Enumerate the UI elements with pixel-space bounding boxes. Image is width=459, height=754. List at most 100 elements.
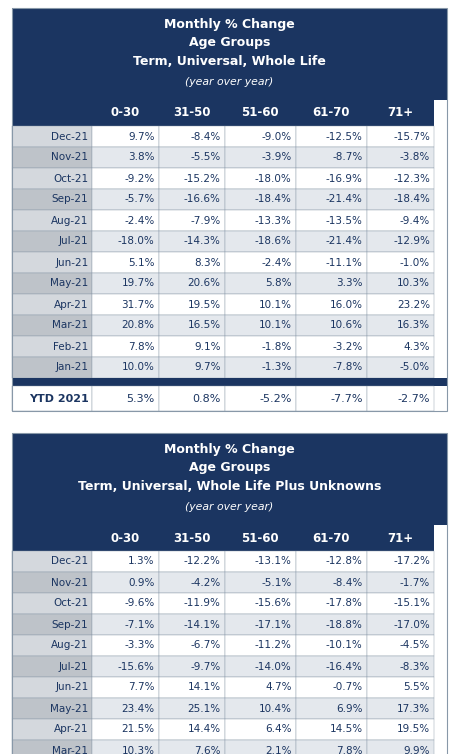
Text: 16.0%: 16.0% [330, 299, 363, 309]
Bar [12, 294, 92, 315]
Text: -5.0%: -5.0% [400, 363, 430, 372]
Text: 7.7%: 7.7% [128, 682, 155, 692]
Bar [296, 100, 367, 126]
Bar [12, 231, 92, 252]
Bar [296, 677, 367, 698]
Text: 14.1%: 14.1% [188, 682, 221, 692]
Text: May-21: May-21 [50, 278, 89, 289]
Text: -2.4%: -2.4% [124, 216, 155, 225]
Text: Aug-21: Aug-21 [51, 216, 89, 225]
Text: -17.1%: -17.1% [255, 620, 291, 630]
Text: 51-60: 51-60 [241, 532, 279, 544]
Bar [367, 336, 434, 357]
Text: 16.5%: 16.5% [188, 320, 221, 330]
Text: 10.0%: 10.0% [122, 363, 155, 372]
Text: 25.1%: 25.1% [188, 703, 221, 713]
Bar [296, 336, 367, 357]
Bar [367, 210, 434, 231]
Bar [92, 357, 159, 378]
Text: 0.8%: 0.8% [192, 394, 221, 403]
Text: 1.3%: 1.3% [128, 556, 155, 566]
Bar [159, 189, 225, 210]
Text: Monthly % Change: Monthly % Change [164, 18, 295, 31]
Text: -15.6%: -15.6% [118, 661, 155, 672]
Bar [159, 231, 225, 252]
Text: May-21: May-21 [50, 703, 89, 713]
Bar [159, 386, 225, 411]
Bar [92, 189, 159, 210]
Text: -12.9%: -12.9% [393, 237, 430, 247]
Bar [12, 551, 92, 572]
Bar [12, 168, 92, 189]
Text: -1.3%: -1.3% [261, 363, 291, 372]
Text: Jun-21: Jun-21 [55, 258, 89, 268]
Bar [367, 551, 434, 572]
Bar [367, 126, 434, 147]
Text: -0.7%: -0.7% [332, 682, 363, 692]
Bar [367, 698, 434, 719]
Bar [92, 386, 159, 411]
Bar [159, 210, 225, 231]
Bar [296, 315, 367, 336]
Text: Monthly % Change: Monthly % Change [164, 443, 295, 456]
Bar [225, 551, 296, 572]
Text: -12.8%: -12.8% [325, 556, 363, 566]
Bar [225, 635, 296, 656]
Bar [159, 336, 225, 357]
Text: 10.3%: 10.3% [122, 746, 155, 754]
Bar [367, 719, 434, 740]
Text: -5.7%: -5.7% [124, 195, 155, 204]
Bar [225, 525, 296, 551]
Bar [12, 386, 92, 411]
Bar [92, 614, 159, 635]
Text: 61-70: 61-70 [312, 532, 350, 544]
Bar [367, 656, 434, 677]
Text: Term, Universal, Whole Life Plus Unknowns: Term, Universal, Whole Life Plus Unknown… [78, 480, 381, 493]
Text: 7.8%: 7.8% [336, 746, 363, 754]
Bar [367, 357, 434, 378]
Text: -11.2%: -11.2% [255, 640, 291, 651]
Bar [12, 147, 92, 168]
Text: 4.3%: 4.3% [403, 342, 430, 351]
Text: Feb-21: Feb-21 [53, 342, 89, 351]
Bar [92, 677, 159, 698]
Text: -12.2%: -12.2% [184, 556, 221, 566]
Bar [367, 635, 434, 656]
Text: -1.8%: -1.8% [261, 342, 291, 351]
Bar [12, 635, 92, 656]
Text: 5.5%: 5.5% [403, 682, 430, 692]
Text: -21.4%: -21.4% [325, 195, 363, 204]
Bar [12, 357, 92, 378]
Bar [12, 100, 92, 126]
Text: Mar-21: Mar-21 [52, 746, 89, 754]
Bar [296, 719, 367, 740]
Bar [296, 572, 367, 593]
Bar [225, 698, 296, 719]
Text: -18.4%: -18.4% [255, 195, 291, 204]
Text: Apr-21: Apr-21 [54, 725, 89, 734]
Bar [225, 336, 296, 357]
Bar [367, 677, 434, 698]
Text: 0-30: 0-30 [111, 532, 140, 544]
Text: 7.8%: 7.8% [128, 342, 155, 351]
Text: 31.7%: 31.7% [122, 299, 155, 309]
Bar [159, 315, 225, 336]
Text: 19.5%: 19.5% [188, 299, 221, 309]
Text: -8.7%: -8.7% [332, 152, 363, 163]
Text: Jul-21: Jul-21 [59, 661, 89, 672]
Bar [367, 386, 434, 411]
Text: -16.4%: -16.4% [325, 661, 363, 672]
Bar [367, 315, 434, 336]
Bar [159, 126, 225, 147]
Bar [225, 168, 296, 189]
Text: 20.6%: 20.6% [188, 278, 221, 289]
Text: -2.7%: -2.7% [397, 394, 430, 403]
Bar [12, 593, 92, 614]
Text: 6.4%: 6.4% [265, 725, 291, 734]
Text: 71+: 71+ [387, 106, 413, 119]
Bar [225, 386, 296, 411]
Text: -3.8%: -3.8% [400, 152, 430, 163]
Text: Age Groups: Age Groups [189, 461, 270, 474]
Bar [92, 126, 159, 147]
Bar [12, 525, 92, 551]
